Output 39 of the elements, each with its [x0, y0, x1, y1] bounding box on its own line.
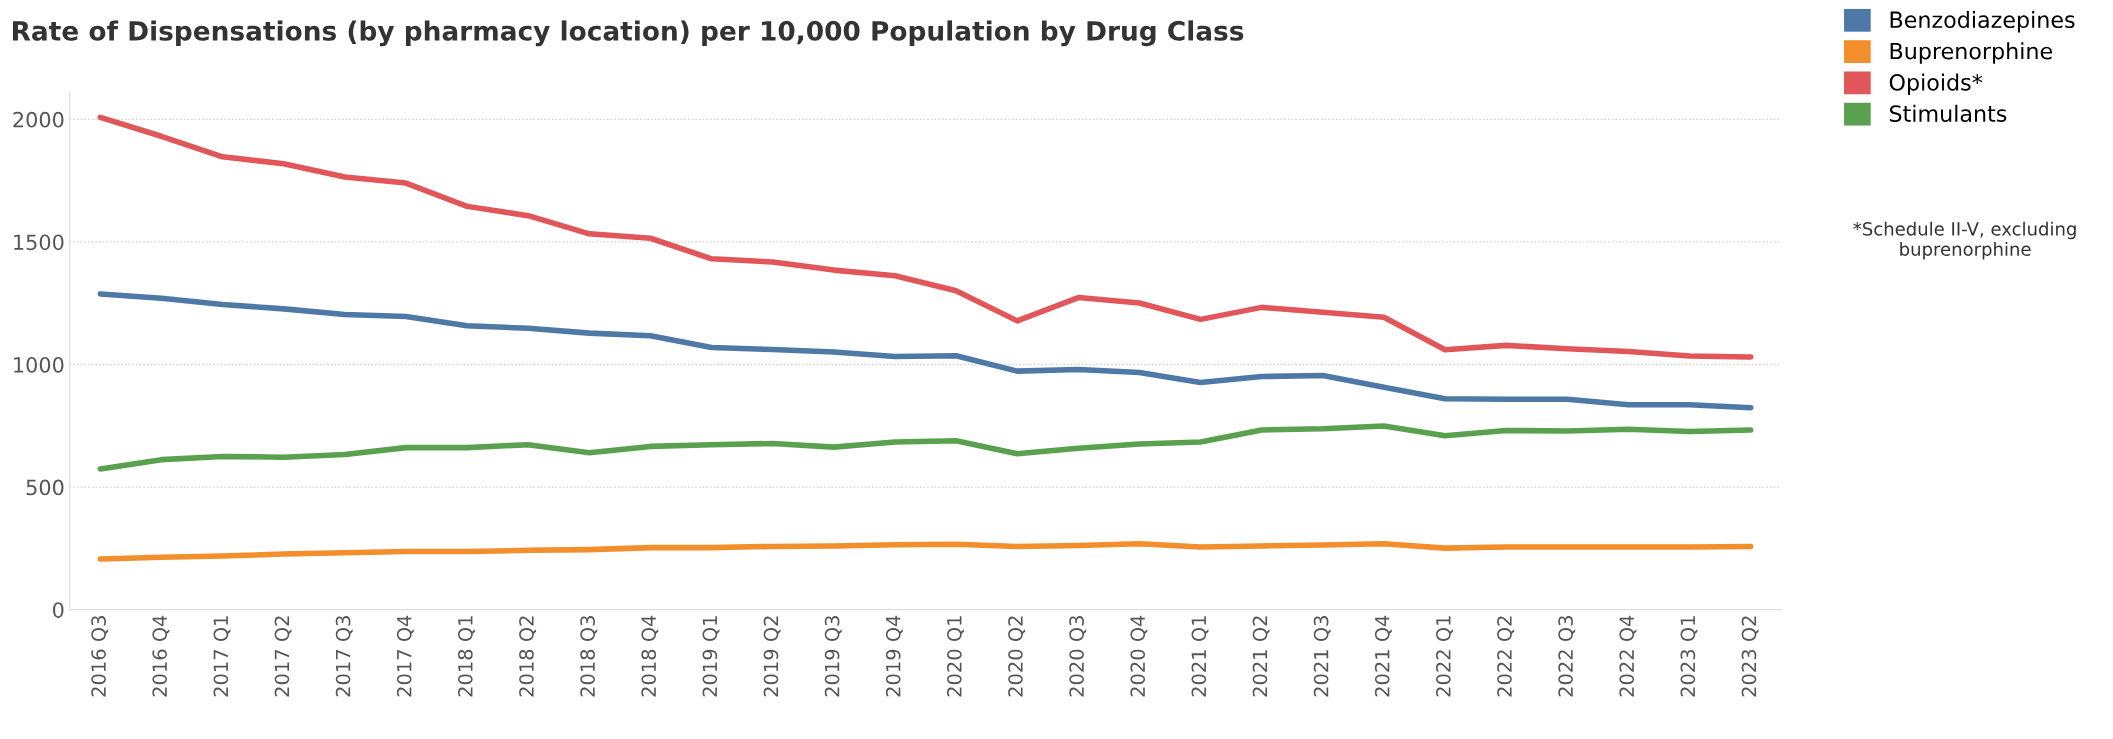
x-tick-label: 2017 Q2	[274, 616, 292, 697]
x-tick-label: 2020 Q2	[1008, 616, 1026, 697]
x-tick-label: 2020 Q3	[1069, 616, 1087, 697]
x-tick-label: 2021 Q1	[1191, 616, 1209, 697]
x-tick-label: 2022 Q4	[1619, 615, 1637, 697]
x-tick-label: 2022 Q2	[1497, 616, 1515, 697]
x-tick-label: 2022 Q1	[1436, 616, 1453, 697]
x-tick-label: 2016 Q4	[152, 615, 170, 697]
legend-label: Benzodiazepines	[1890, 10, 2075, 33]
text: *Schedule II-V, excluding buprenorphine	[1853, 221, 2076, 260]
x-tick-label: 2018 Q2	[519, 616, 537, 697]
x-tick-label: 2018 Q4	[641, 615, 659, 697]
y-tick-label: 0	[52, 602, 64, 618]
legend-label: Stimulants	[1889, 104, 2007, 122]
legend-label: Buprenorphine	[1890, 42, 2052, 64]
x-tick-label: 2021 Q3	[1313, 616, 1331, 697]
chart-title: Rate of Dispensations (by pharmacy location) per 10,000 Population by Drug Class	[12, 20, 1244, 47]
x-tick-label: 2023 Q2	[1741, 616, 1759, 697]
x-tick-label: 2021 Q4	[1374, 615, 1392, 697]
x-tick-label: 2020 Q1	[946, 616, 964, 697]
x-tick-label: 2021 Q2	[1252, 616, 1270, 697]
x-tick-label: 2019 Q3	[824, 616, 842, 697]
x-tick-label: 2017 Q3	[335, 616, 353, 697]
x-tick-label: 2022 Q3	[1558, 616, 1576, 697]
x-tick-label: 2018 Q3	[580, 616, 598, 697]
y-tick-label: 500	[26, 479, 64, 496]
x-tick-label: 2019 Q4	[885, 615, 903, 697]
x-tick-label: 2016 Q3	[91, 616, 109, 697]
legend-label: Opioids*	[1889, 73, 1983, 95]
x-tick-label: 2017 Q4	[396, 615, 414, 697]
y-tick-label: 1000	[14, 356, 64, 373]
x-tick-label: 2019 Q1	[702, 616, 720, 697]
y-tick-label: 2000	[13, 111, 64, 128]
x-tick-label: 2017 Q1	[213, 616, 231, 697]
x-tick-label: 2023 Q1	[1680, 616, 1698, 697]
x-tick-label: 2018 Q1	[457, 616, 475, 697]
x-tick-label: 2020 Q4	[1130, 615, 1148, 697]
y-tick-label: 1500	[14, 234, 64, 251]
x-tick-label: 2019 Q2	[763, 616, 781, 697]
